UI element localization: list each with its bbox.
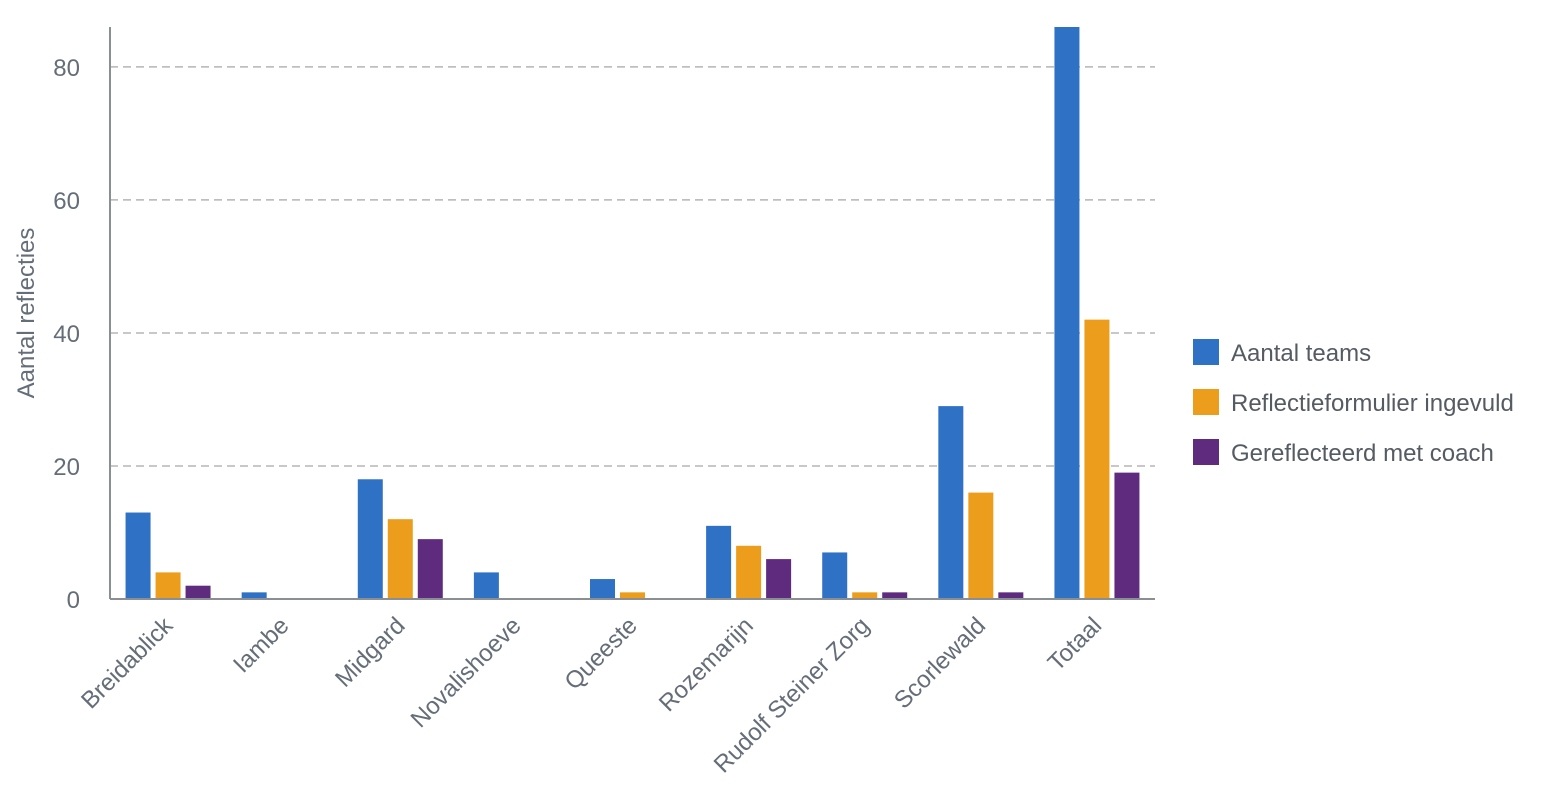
x-tick-label: Novalishoeve — [406, 612, 527, 733]
x-tick-label: Breidablick — [76, 611, 179, 714]
y-tick-label: 80 — [53, 55, 80, 82]
bar — [1084, 319, 1110, 599]
bar — [387, 519, 413, 599]
x-tick-label: Queeste — [559, 612, 642, 695]
bars — [125, 27, 1140, 599]
x-tick-label: Totaal — [1043, 612, 1107, 676]
legend-swatch — [1193, 439, 1219, 465]
bar — [1114, 472, 1140, 599]
legend-label: Reflectieformulier ingevuld — [1231, 390, 1514, 417]
bar — [155, 572, 181, 599]
bar — [473, 572, 499, 599]
bar — [620, 592, 645, 599]
bar — [241, 592, 267, 599]
bar — [882, 592, 908, 599]
legend: Aantal teams Reflectieformulier ingevuld G… — [1193, 339, 1514, 467]
bar — [968, 492, 994, 599]
bar — [998, 592, 1024, 599]
bar — [125, 512, 151, 599]
legend-label: Gereflecteerd met coach — [1231, 440, 1494, 467]
y-tick-label: 40 — [53, 321, 80, 348]
gridlines — [110, 66, 1155, 467]
y-tick-label: 0 — [67, 587, 80, 614]
bar — [706, 525, 732, 599]
bar — [590, 579, 615, 599]
x-tick-label: Midgard — [330, 612, 410, 692]
bar — [822, 552, 848, 599]
bar — [357, 479, 383, 599]
x-tick-label: Iambe — [228, 612, 294, 678]
bar — [736, 545, 762, 599]
legend-swatch — [1193, 339, 1219, 365]
legend-label: Aantal teams — [1231, 340, 1371, 367]
bar — [185, 585, 211, 599]
x-tick-label: Scorlewald — [889, 612, 991, 714]
legend-swatch — [1193, 389, 1219, 415]
y-tick-label: 20 — [53, 454, 80, 481]
bar — [766, 559, 792, 599]
x-tick-label: Rozemarijn — [654, 612, 759, 717]
bar — [1054, 27, 1080, 599]
y-axis-ticks: 0 20 40 60 80 — [53, 55, 80, 614]
bar — [938, 406, 964, 599]
bar — [417, 539, 443, 599]
y-tick-label: 60 — [53, 188, 80, 215]
bar — [852, 592, 878, 599]
y-axis-title: Aantal reflecties — [13, 228, 40, 399]
